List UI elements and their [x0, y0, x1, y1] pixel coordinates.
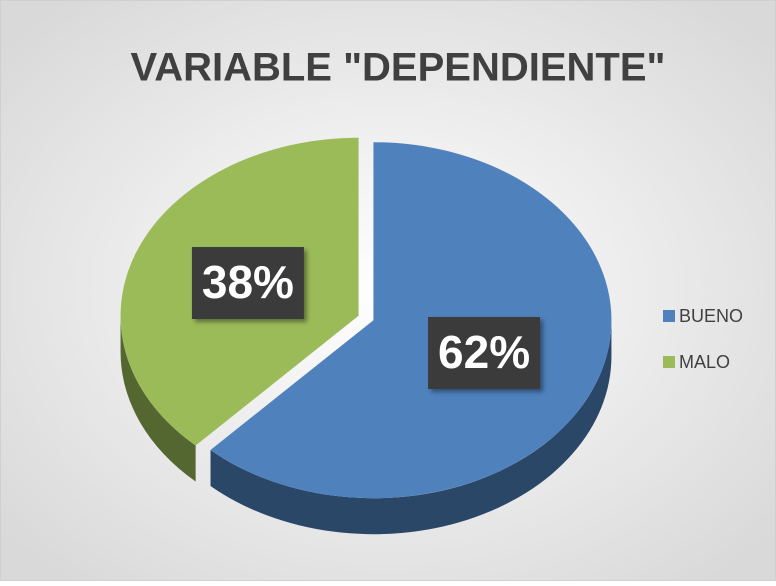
data-label-box: [191, 247, 304, 320]
slice-side: [210, 320, 612, 535]
slice: [210, 142, 612, 499]
legend-label: BUENO: [679, 306, 743, 326]
slice-side: [120, 315, 196, 482]
data-label: 38%: [202, 256, 294, 308]
data-label: 62%: [438, 326, 530, 378]
chart-title: VARIABLE "DEPENDIENTE": [130, 46, 665, 90]
legend-swatch: [663, 310, 675, 322]
legend-swatch: [663, 356, 675, 368]
data-label-box: [428, 316, 541, 389]
legend-label: MALO: [679, 352, 730, 372]
